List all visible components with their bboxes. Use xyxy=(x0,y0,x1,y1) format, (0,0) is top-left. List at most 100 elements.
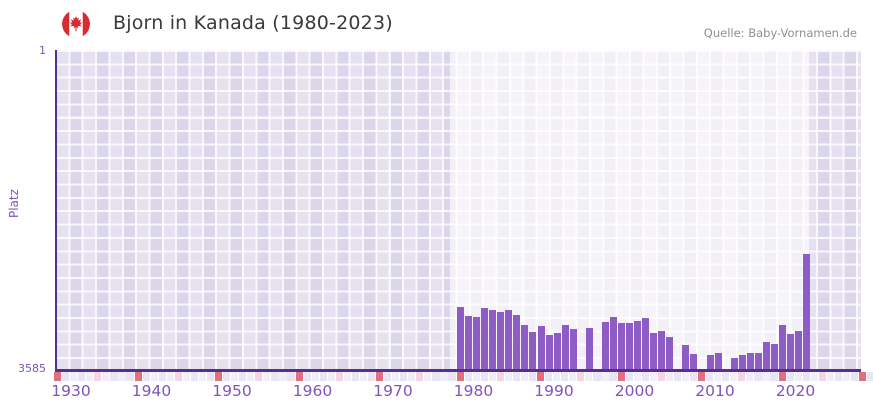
bar-2005[interactable] xyxy=(658,331,666,369)
canada-flag-icon xyxy=(62,10,90,38)
year-marker xyxy=(834,371,843,381)
bar-2001[interactable] xyxy=(626,323,634,369)
year-marker xyxy=(810,371,818,381)
year-marker xyxy=(520,371,529,381)
bar-2004[interactable] xyxy=(650,332,658,369)
bar-2008[interactable] xyxy=(682,344,690,369)
bar-2009[interactable] xyxy=(690,353,698,369)
bar-1986[interactable] xyxy=(505,309,513,369)
bar-2021[interactable] xyxy=(787,333,795,369)
bar-1992[interactable] xyxy=(553,332,561,369)
year-marker xyxy=(367,371,376,381)
bar-2003[interactable] xyxy=(642,317,650,369)
bar-1987[interactable] xyxy=(513,315,521,369)
bar-1996[interactable] xyxy=(585,328,593,369)
bar-1988[interactable] xyxy=(521,324,529,369)
bar-1980[interactable] xyxy=(457,307,464,369)
year-marker xyxy=(206,371,215,381)
bar-1983[interactable] xyxy=(481,308,489,369)
year-marker xyxy=(665,371,673,381)
year-marker xyxy=(118,371,126,381)
half-decade-marker xyxy=(335,371,343,381)
year-marker xyxy=(62,371,70,381)
bar-2017[interactable] xyxy=(754,352,762,369)
bar-1984[interactable] xyxy=(489,309,497,369)
bar-2020[interactable] xyxy=(779,324,786,369)
x-tick-label-2020: 2020 xyxy=(775,382,816,400)
bar-1998[interactable] xyxy=(601,321,609,369)
year-marker xyxy=(432,371,440,381)
year-marker xyxy=(472,371,480,381)
bar-1985[interactable] xyxy=(497,312,505,369)
year-marker xyxy=(464,371,472,381)
year-marker xyxy=(794,371,802,381)
year-marker xyxy=(593,371,601,381)
year-marker xyxy=(351,371,360,381)
year-marker xyxy=(649,371,657,381)
bar-2014[interactable] xyxy=(730,357,738,369)
year-marker xyxy=(689,371,698,381)
year-marker xyxy=(166,371,174,381)
bar-2015[interactable] xyxy=(738,354,746,369)
bar-2000[interactable] xyxy=(618,323,625,369)
year-marker xyxy=(239,371,247,381)
year-marker xyxy=(826,371,834,381)
year-marker xyxy=(287,371,295,381)
year-marker xyxy=(271,371,279,381)
decade-marker xyxy=(215,371,223,381)
year-marker xyxy=(706,371,714,381)
decade-marker xyxy=(456,371,464,381)
bar-1994[interactable] xyxy=(569,328,577,369)
decade-marker xyxy=(859,371,867,381)
bar-2006[interactable] xyxy=(666,336,674,369)
year-marker xyxy=(842,371,851,381)
bar-2022[interactable] xyxy=(795,331,803,369)
year-marker xyxy=(561,371,569,381)
year-marker xyxy=(110,371,118,381)
year-marker xyxy=(754,371,762,381)
year-marker xyxy=(625,371,633,381)
y-axis-label: Platz xyxy=(7,189,21,218)
half-decade-marker xyxy=(738,371,746,381)
plot-area xyxy=(55,50,861,372)
year-marker xyxy=(392,371,400,381)
bar-1981[interactable] xyxy=(465,316,473,369)
year-marker xyxy=(633,371,641,381)
year-marker xyxy=(158,371,166,381)
year-marker xyxy=(319,371,327,381)
bar-2023[interactable] xyxy=(803,253,811,369)
bar-1989[interactable] xyxy=(529,332,537,369)
half-decade-marker xyxy=(255,371,263,381)
year-marker xyxy=(681,371,690,381)
bar-1990[interactable] xyxy=(537,325,545,369)
bar-2016[interactable] xyxy=(746,352,754,369)
year-marker xyxy=(480,371,488,381)
bar-1993[interactable] xyxy=(561,324,569,369)
bar-2012[interactable] xyxy=(714,352,722,369)
year-marker xyxy=(802,371,810,381)
year-marker xyxy=(247,371,255,381)
source-credit: Quelle: Baby-Vornamen.de xyxy=(703,26,857,40)
bar-1982[interactable] xyxy=(473,316,481,369)
x-axis-line xyxy=(55,369,861,372)
bar-1999[interactable] xyxy=(609,316,617,369)
year-marker xyxy=(263,371,271,381)
x-axis-labels: 1930 1940 1950 1960 1970 1980 1990 2000 2010 2020 xyxy=(0,382,873,402)
decade-marker xyxy=(778,371,786,381)
bar-1991[interactable] xyxy=(545,334,553,369)
bar-2019[interactable] xyxy=(770,344,778,369)
year-marker xyxy=(601,371,609,381)
bar-2002[interactable] xyxy=(634,320,642,369)
year-marker xyxy=(762,371,770,381)
year-marker xyxy=(714,371,722,381)
year-marker xyxy=(303,371,311,381)
year-marker xyxy=(424,371,432,381)
year-marker xyxy=(609,371,617,381)
year-marker xyxy=(770,371,778,381)
bar-2011[interactable] xyxy=(706,354,714,369)
year-marker xyxy=(327,371,335,381)
year-marker xyxy=(545,371,553,381)
bar-2018[interactable] xyxy=(762,341,770,369)
year-marker-strip xyxy=(0,371,873,381)
x-tick-label-1990: 1990 xyxy=(534,382,574,400)
